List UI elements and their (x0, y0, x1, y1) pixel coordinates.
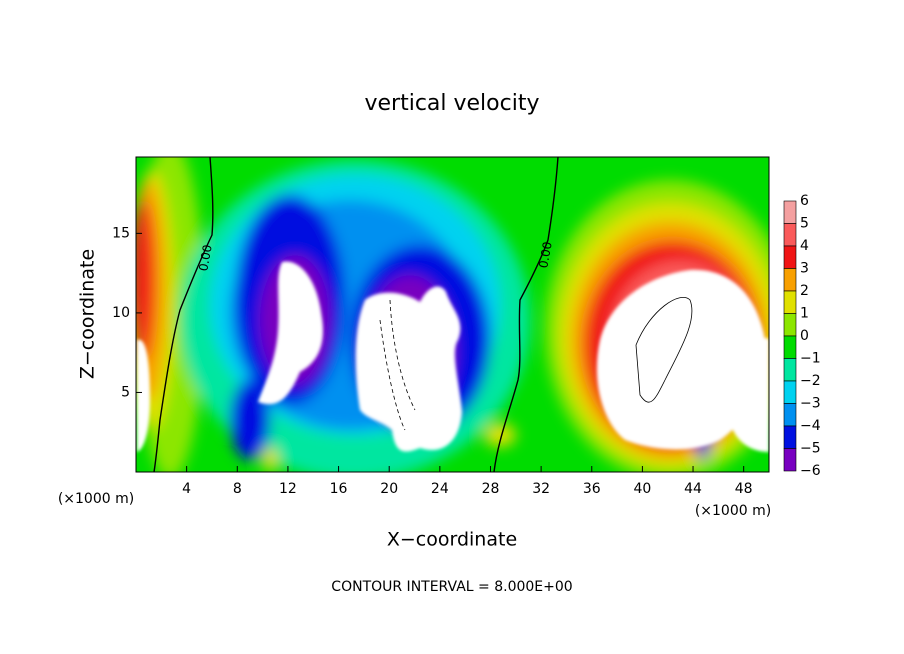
x-tick-label: 12 (279, 481, 297, 497)
colorbar-band (783, 223, 797, 247)
x-tick-label: 16 (330, 481, 348, 497)
colorbar-label: −6 (800, 463, 821, 479)
out-of-range-region (258, 261, 324, 405)
colorbar-band (783, 245, 797, 269)
x-tick-label: 44 (684, 481, 702, 497)
out-of-range (137, 261, 769, 452)
x-unit: (×1000 m) (58, 491, 134, 507)
field (136, 157, 769, 472)
contour-region (136, 200, 155, 360)
footer-note: CONTOUR INTERVAL = 8.000E+00 (331, 579, 572, 595)
colorbar-band (783, 268, 797, 292)
x-tick-label: 8 (233, 481, 242, 497)
y-tick-label: 5 (121, 384, 130, 400)
contour-region (484, 423, 516, 447)
colorbar-label: −2 (800, 373, 821, 389)
colorbar-band (783, 200, 797, 224)
out-of-range-region (355, 286, 462, 452)
contour-label: 0.00 (536, 241, 554, 270)
plot-frame (135, 156, 770, 473)
y-axis-label: Z−coordinate (77, 249, 99, 379)
x-tick-label: 4 (182, 481, 191, 497)
colorbar-band (783, 448, 797, 472)
contour-line (635, 297, 693, 403)
zero-contour (493, 157, 559, 472)
x-unit: (×1000 m) (695, 503, 771, 519)
x-axis-label: X−coordinate (387, 529, 517, 551)
out-of-range-region (137, 339, 150, 452)
x-tick-label: 32 (532, 481, 550, 497)
colorbar-band (783, 290, 797, 314)
colorbar-label: 0 (800, 328, 809, 344)
colorbar-label: −3 (800, 396, 821, 412)
colorbar-band (783, 358, 797, 382)
y-tick-label: 10 (112, 305, 130, 321)
out-of-range-region (726, 338, 769, 452)
x-tick-label: 24 (431, 481, 449, 497)
chart-title: vertical velocity (364, 91, 539, 116)
colorbar-band (783, 380, 797, 404)
colorbar-band (783, 425, 797, 449)
y-tick-label: 15 (112, 225, 130, 241)
contour-label: 0.00 (196, 244, 214, 273)
colorbar-label: −1 (800, 351, 821, 367)
out-of-range-region (596, 269, 766, 450)
colorbar-label: 4 (800, 238, 809, 254)
colorbar-band (783, 313, 797, 337)
x-tick-label: 28 (482, 481, 500, 497)
colorbar-label: −4 (800, 418, 821, 434)
colorbar-label: 1 (800, 306, 809, 322)
zero-contour (153, 157, 214, 472)
x-tick-label: 48 (735, 481, 753, 497)
colorbar-band (783, 335, 797, 359)
colorbar-band (783, 403, 797, 427)
colorbar-label: 3 (800, 261, 809, 277)
colorbar-label: 2 (800, 283, 809, 299)
colorbar-label: 6 (800, 193, 809, 209)
contour-line (379, 299, 416, 431)
colorbar-label: −5 (800, 441, 821, 457)
contour-region (262, 448, 278, 472)
x-tick-label: 20 (380, 481, 398, 497)
x-tick-label: 36 (583, 481, 601, 497)
colorbar-label: 5 (800, 216, 809, 232)
x-tick-label: 40 (633, 481, 651, 497)
